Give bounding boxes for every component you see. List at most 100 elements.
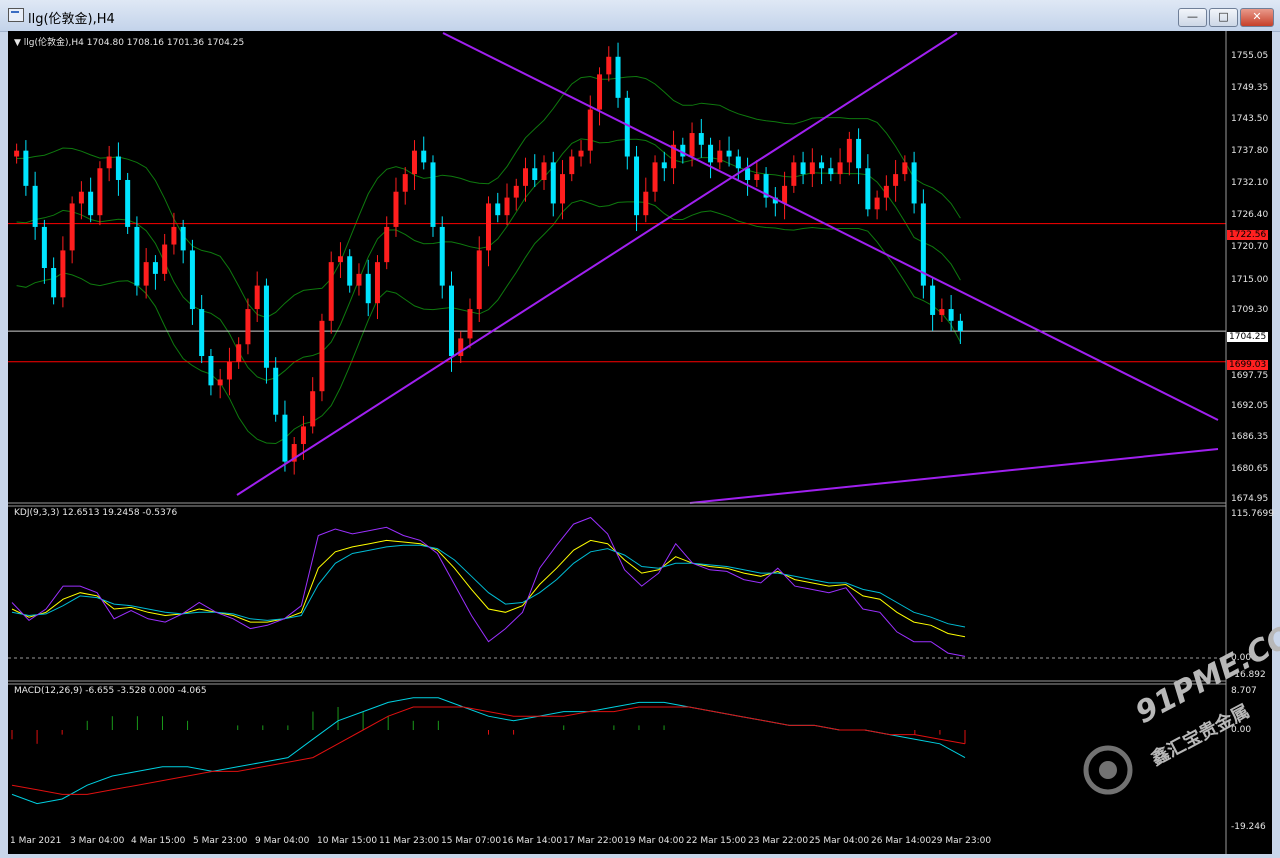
restore-button[interactable]: □ [1209, 8, 1238, 27]
candle-body [430, 162, 436, 227]
macd-lines [11, 697, 966, 805]
kdj-k-line [11, 539, 966, 638]
candle-body [300, 426, 306, 445]
x-tick-label: 25 Mar 04:00 [809, 836, 870, 846]
x-tick-label: 11 Mar 23:00 [379, 836, 440, 846]
y-tick-label: 1743.50 [1231, 114, 1269, 124]
support-price-label: 1699.03 [1227, 360, 1269, 370]
candle-body [60, 250, 66, 298]
candle-body [97, 168, 103, 216]
candle-body [476, 250, 482, 310]
candle-body [263, 285, 269, 368]
candle-body [791, 162, 797, 186]
candle-body [125, 179, 131, 227]
candle-body [495, 203, 501, 216]
current-price-label: 1704.25 [1227, 332, 1269, 342]
candle-body [467, 309, 473, 339]
candle-body [393, 191, 399, 227]
candle-body [828, 168, 834, 175]
candle-body [282, 414, 288, 462]
candle-body [143, 262, 149, 286]
candle-body [782, 185, 788, 204]
candle-body [152, 262, 158, 274]
candle-body [680, 144, 686, 157]
x-tick-label: 3 Mar 04:00 [70, 836, 125, 846]
candle-body [634, 156, 640, 216]
kdj-d-line [11, 544, 966, 628]
minimize-button[interactable]: — [1178, 8, 1207, 27]
candle-body [902, 162, 908, 175]
watermark-logo [1083, 745, 1133, 795]
candle-body [939, 309, 945, 315]
y-tick-label: 1697.75 [1231, 371, 1269, 381]
x-tick-label: 9 Mar 04:00 [255, 836, 310, 846]
candle-body [421, 150, 427, 163]
candle-body [217, 379, 223, 386]
candle-body [23, 150, 29, 186]
candle-body [14, 150, 20, 157]
chart-svg[interactable] [8, 31, 1272, 854]
macd-signal-line [11, 706, 966, 795]
macd-info: MACD(12,26,9) -6.655 -3.528 0.000 -4.065 [14, 686, 207, 696]
candle-body [411, 150, 417, 175]
candle-body [208, 356, 214, 386]
close-button[interactable]: ✕ [1240, 8, 1274, 27]
candle-body [689, 133, 695, 157]
candle-body [550, 162, 556, 204]
chart-canvas[interactable] [8, 31, 1272, 854]
y-tick-label: 1720.70 [1231, 242, 1269, 252]
y-tick-label: 1709.30 [1231, 305, 1269, 315]
x-tick-label: 15 Mar 07:00 [441, 836, 502, 846]
x-tick-label: 5 Mar 23:00 [193, 836, 248, 846]
main-chart-info: ▼ llg(伦敦金),H4 1704.80 1708.16 1701.36 17… [14, 38, 245, 48]
candle-body [717, 150, 723, 163]
candle-body [957, 320, 963, 332]
candle-body [328, 262, 334, 321]
candle-body [911, 162, 917, 204]
candle-body [846, 138, 852, 163]
x-tick-label: 22 Mar 15:00 [686, 836, 747, 846]
candle-body [883, 185, 889, 198]
candle-body [541, 162, 547, 180]
candle-body [513, 185, 519, 198]
candle-body [486, 203, 491, 251]
candle-body [708, 144, 714, 163]
x-tick-label: 17 Mar 22:00 [563, 836, 624, 846]
candle-body [763, 174, 769, 198]
candle-body [504, 197, 510, 216]
trendlines[interactable] [236, 32, 1219, 504]
candle-body [671, 144, 677, 169]
candle-body [800, 162, 806, 175]
candle-body [180, 226, 186, 251]
candle-body [374, 262, 380, 304]
x-tick-label: 16 Mar 14:00 [502, 836, 563, 846]
candle-body [236, 344, 242, 362]
candle-body [745, 168, 751, 180]
candle-body [523, 168, 529, 186]
x-tick-label: 23 Mar 22:00 [748, 836, 809, 846]
candle-body [51, 268, 57, 298]
y-tick-label: 1686.35 [1231, 432, 1269, 442]
candle-body [226, 361, 232, 380]
candle-body [837, 162, 843, 175]
x-tick-label: 26 Mar 14:00 [871, 836, 932, 846]
candle-body [930, 285, 936, 315]
y-tick-label: 1726.40 [1231, 210, 1269, 220]
y-tick-label: 1755.05 [1231, 51, 1269, 61]
kdj-lines [11, 516, 966, 657]
candle-body [356, 273, 362, 286]
candle-body [439, 226, 445, 286]
candle-body [856, 138, 862, 169]
kdj-y-tick-label: 0.00 [1231, 653, 1252, 663]
panel-frames [8, 31, 1227, 854]
candle-body [458, 338, 464, 357]
candle-body [735, 156, 741, 169]
candle-body [337, 256, 343, 263]
window-title: llg(伦敦金),H4 [28, 12, 115, 27]
y-tick-label: 1715.00 [1231, 275, 1269, 285]
candle-body [772, 197, 778, 204]
x-tick-label: 10 Mar 15:00 [317, 836, 378, 846]
title-bar[interactable]: llg(伦敦金),H4 — □ ✕ [0, 0, 1280, 32]
candle-body [319, 320, 325, 392]
candle-body [402, 174, 408, 192]
